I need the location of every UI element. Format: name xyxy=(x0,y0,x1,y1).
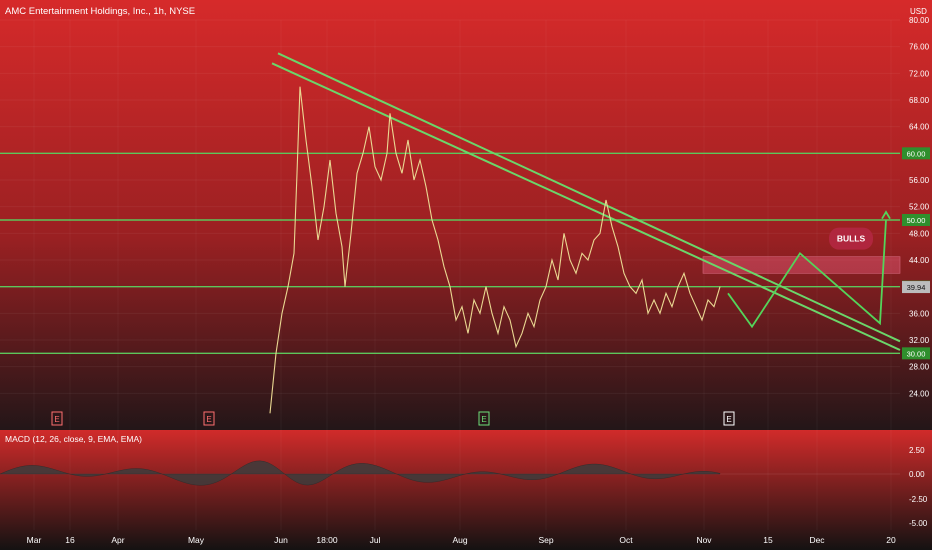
level-badge xyxy=(902,347,930,360)
macd-tick-label: -5.00 xyxy=(909,519,928,528)
trendline xyxy=(277,52,901,343)
projection-path xyxy=(727,219,887,329)
y-tick-label: 64.00 xyxy=(909,123,930,132)
y-tick-label: 44.00 xyxy=(909,256,930,265)
chart-title: AMC Entertainment Holdings, Inc., 1h, NY… xyxy=(5,6,195,17)
earnings-marker-label: E xyxy=(54,415,59,424)
y-tick-label: 24.00 xyxy=(909,389,930,398)
y-tick-label: 72.00 xyxy=(909,69,930,78)
earnings-marker xyxy=(478,411,490,426)
x-tick-label: Sep xyxy=(538,535,553,545)
level-badge-label: 50.00 xyxy=(907,216,926,225)
macd-tick-label: 2.50 xyxy=(909,446,925,455)
x-tick-label: 15 xyxy=(763,535,773,545)
macd-tick-label: -2.50 xyxy=(909,495,928,504)
macd-pane-background xyxy=(0,430,932,550)
bulls-bubble xyxy=(829,227,873,250)
earnings-marker xyxy=(203,411,215,426)
earnings-marker xyxy=(723,411,735,426)
y-tick-label: 56.00 xyxy=(909,176,930,185)
y-tick-label: 68.00 xyxy=(909,96,930,105)
x-tick-label: May xyxy=(188,535,205,545)
level-badge xyxy=(902,214,930,226)
currency-label: USD xyxy=(910,7,927,16)
y-tick-label: 80.00 xyxy=(909,16,930,25)
x-tick-label: Jun xyxy=(274,535,288,545)
macd-histogram xyxy=(0,460,721,486)
level-badge-label: 30.00 xyxy=(907,349,926,358)
y-tick-label: 76.00 xyxy=(909,43,930,52)
macd-tick-label: 0.00 xyxy=(909,470,925,479)
last-price-badge xyxy=(902,281,930,294)
x-tick-label: Aug xyxy=(452,535,467,545)
last-price-label: 39.94 xyxy=(907,283,926,292)
x-tick-label: Dec xyxy=(809,535,825,545)
y-tick-label: 48.00 xyxy=(909,229,930,238)
chart-marks: 80.00 76.00 72.00 68.00 64.00 60.00 56.00 52.00… xyxy=(0,16,930,545)
y-tick-label: 36.00 xyxy=(909,309,930,318)
trendline xyxy=(271,62,901,351)
y-tick-label: 52.00 xyxy=(909,203,930,212)
earnings-marker-label: E xyxy=(206,415,211,424)
x-tick-label: Apr xyxy=(111,535,124,545)
price-series-line xyxy=(269,86,721,414)
y-tick-label: 28.00 xyxy=(909,363,930,372)
x-tick-label: Oct xyxy=(619,535,633,545)
level-badge-label: 60.00 xyxy=(907,149,926,158)
projection-arrow-head xyxy=(881,210,891,220)
main-pane-background xyxy=(0,0,932,430)
earnings-marker-label: E xyxy=(481,415,486,424)
y-tick-label: 32.00 xyxy=(909,336,930,345)
earnings-marker xyxy=(51,411,63,426)
x-tick-label: 20 xyxy=(886,535,896,545)
x-tick-label: Nov xyxy=(696,535,712,545)
earnings-marker-label: E xyxy=(726,415,731,424)
level-badge xyxy=(902,147,930,160)
x-tick-label: 16 xyxy=(65,535,75,545)
x-tick-label: Mar xyxy=(27,535,42,545)
x-tick-label: 18:00 xyxy=(316,535,338,545)
x-tick-label: Jul xyxy=(370,535,381,545)
macd-label: MACD (12, 26, close, 9, EMA, EMA) xyxy=(5,434,142,444)
resistance-zone xyxy=(702,256,901,274)
bulls-label: BULLS xyxy=(837,234,866,244)
